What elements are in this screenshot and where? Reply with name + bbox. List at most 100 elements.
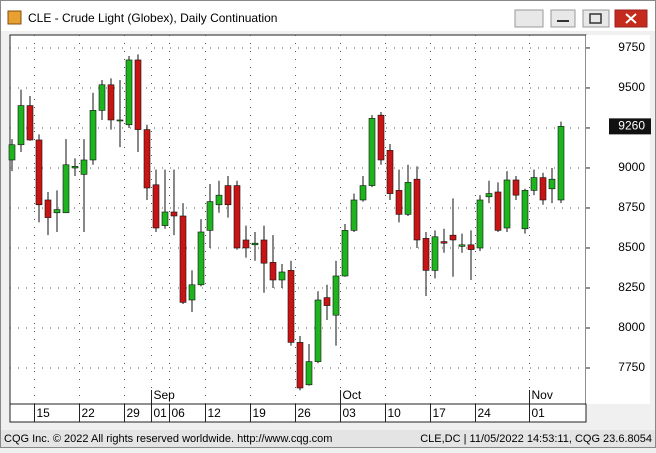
x-tick-label: 03	[343, 406, 357, 420]
price-axis	[586, 35, 650, 404]
candle-body	[404, 182, 412, 215]
maximize-button[interactable]	[582, 9, 610, 28]
window-title: CLE - Crude Light (Globex), Daily Contin…	[28, 11, 277, 25]
candle-body	[134, 59, 142, 130]
x-tick-label: 01	[532, 406, 546, 420]
candle-body	[431, 236, 439, 271]
minimize-button[interactable]	[550, 9, 576, 28]
x-tick-label: 29	[127, 406, 141, 420]
candle-body	[485, 193, 493, 198]
candle-body	[260, 239, 268, 264]
candle-body	[26, 105, 34, 141]
candle-body	[278, 271, 286, 281]
link-button[interactable]	[514, 9, 544, 28]
last-price-label: 9260	[618, 119, 645, 133]
title-bar	[1, 1, 655, 31]
candle-body	[170, 211, 178, 217]
date-axis	[9, 403, 587, 423]
candle-body	[71, 166, 79, 169]
candle-body	[251, 242, 259, 246]
candle-body	[143, 129, 151, 189]
month-label: Oct	[343, 388, 362, 402]
y-tick-label: 8250	[618, 280, 645, 294]
candle-body	[44, 199, 52, 218]
y-tick-label: 8500	[618, 240, 645, 254]
candle-body	[440, 241, 448, 244]
app-icon	[7, 10, 22, 25]
candle-body	[80, 159, 88, 175]
x-tick-label: 22	[82, 406, 96, 420]
candle-body	[476, 199, 484, 249]
candle-body	[386, 150, 394, 194]
y-tick-label: 9000	[618, 160, 645, 174]
candle-body	[341, 230, 349, 277]
candle-body	[332, 275, 340, 316]
candle-body	[467, 244, 475, 250]
candle-body	[188, 284, 196, 301]
x-tick-label: 26	[298, 406, 312, 420]
candle-body	[413, 178, 421, 241]
candle-body	[521, 190, 529, 230]
candle-body	[89, 110, 97, 161]
maximize-icon	[589, 13, 602, 24]
candle-body	[197, 231, 205, 286]
candle-body	[314, 299, 322, 362]
y-tick-label: 8750	[618, 200, 645, 214]
candle-body	[449, 234, 457, 241]
candle-body	[323, 297, 331, 306]
candle-body	[62, 164, 70, 214]
candle-body	[287, 270, 295, 343]
candle-body	[215, 194, 223, 206]
candle-body	[530, 177, 538, 191]
candle-body	[494, 191, 502, 231]
month-label: Sep	[154, 388, 176, 402]
x-tick-label: 10	[388, 406, 402, 420]
candle-body	[350, 199, 358, 231]
x-tick-label: 06	[172, 406, 186, 420]
candle-body	[395, 190, 403, 215]
candle-body	[377, 114, 385, 161]
month-label: Nov	[532, 388, 553, 402]
x-tick-label: 17	[433, 406, 447, 420]
x-tick-label: 12	[208, 406, 222, 420]
x-tick-label: 19	[253, 406, 267, 420]
candle-body	[179, 215, 187, 303]
y-tick-label: 9750	[618, 40, 645, 54]
candle-body	[206, 201, 214, 231]
last-price-box	[609, 118, 651, 135]
candle-body	[125, 59, 133, 126]
y-tick-label: 8000	[618, 320, 645, 334]
x-tick-label: 01	[154, 406, 168, 420]
candle-body	[422, 238, 430, 271]
candle-body	[368, 118, 376, 186]
candle-body	[233, 185, 241, 249]
y-tick-label: 7750	[618, 360, 645, 374]
candle-body	[359, 185, 367, 201]
candle-body	[161, 211, 169, 226]
candle-body	[224, 185, 232, 206]
candle-body	[296, 342, 304, 389]
candle-body	[35, 139, 43, 206]
candle-body	[98, 84, 106, 111]
close-icon	[625, 13, 637, 24]
candle-body	[107, 84, 115, 121]
status-bar	[1, 430, 655, 447]
candle-body	[152, 184, 160, 229]
candle-body	[53, 209, 61, 214]
candle-body	[242, 239, 250, 249]
status-info: CLE,DC | 11/05/2022 14:53:11, CQG 23.6.8…	[420, 433, 652, 445]
candle-body	[17, 105, 25, 146]
candle-body	[548, 178, 556, 190]
candle-body	[512, 179, 520, 196]
x-tick-label: 24	[478, 406, 492, 420]
candle-body	[539, 177, 547, 201]
candle-body	[458, 244, 466, 247]
candle-body	[8, 144, 16, 161]
candle-body	[305, 361, 313, 386]
x-tick-label: 15	[37, 406, 51, 420]
candle-body	[116, 119, 124, 122]
candle-body	[503, 179, 511, 229]
copyright: CQG Inc. © 2022 All rights reserved worl…	[4, 433, 332, 445]
